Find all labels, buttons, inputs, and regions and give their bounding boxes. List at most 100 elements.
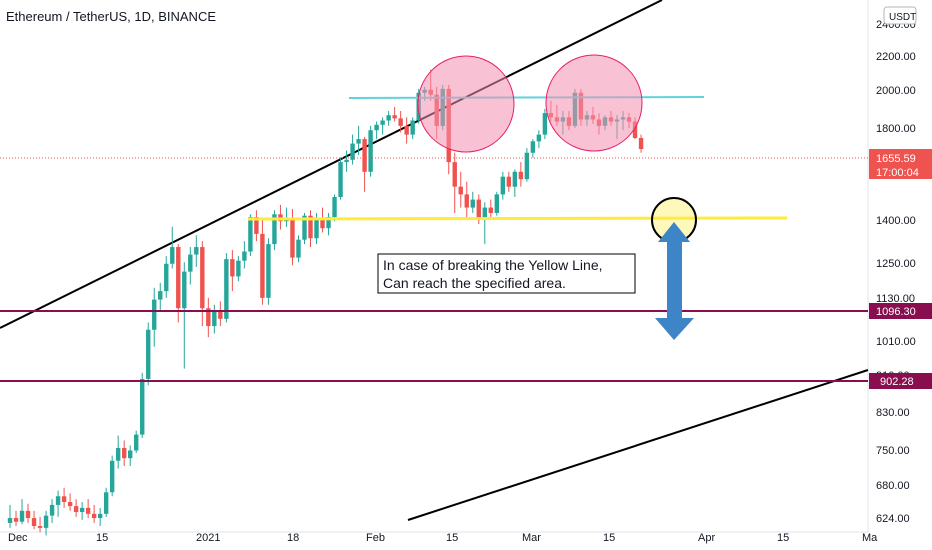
candle-body xyxy=(109,460,115,493)
candle-body xyxy=(164,263,169,292)
y-tick-label: 1800.00 xyxy=(876,123,916,135)
level-label-902: 902.28 xyxy=(880,376,914,388)
candle-body xyxy=(350,143,355,160)
x-tick-label: Apr xyxy=(698,532,715,544)
last-price-countdown: 17:00:04 xyxy=(876,167,919,179)
lower-trend-line xyxy=(407,369,869,521)
y-tick-label: 1250.00 xyxy=(876,258,916,270)
candle-body xyxy=(115,447,121,461)
candle-body xyxy=(49,504,55,516)
candle-body xyxy=(224,259,229,319)
candle-body xyxy=(452,162,457,187)
candle-body xyxy=(7,518,13,523)
candle-body xyxy=(410,120,415,135)
candle-body xyxy=(368,130,373,172)
arrow-head-down xyxy=(655,318,694,340)
annotation-line-2: Can reach the specified area. xyxy=(383,275,566,291)
y-tick-label: 1400.00 xyxy=(876,215,916,227)
candle-body xyxy=(386,115,391,121)
candle-body xyxy=(494,194,500,213)
candle-body xyxy=(542,113,548,135)
currency-button[interactable] xyxy=(883,6,917,25)
top-circle-right xyxy=(545,54,643,152)
candle-body xyxy=(536,134,542,142)
candle-body xyxy=(134,434,139,451)
candle-body xyxy=(146,329,151,379)
candle-body xyxy=(182,271,187,309)
last-price-tag xyxy=(869,149,932,179)
candle-body xyxy=(374,124,379,131)
x-tick-label: Mar xyxy=(522,532,541,544)
upper-trend-line xyxy=(0,0,663,329)
candle-body xyxy=(128,450,133,459)
candle-body xyxy=(13,518,19,522)
candle-body xyxy=(37,526,43,528)
candle-body xyxy=(404,125,409,135)
candle-body xyxy=(206,308,211,327)
candle-body xyxy=(314,218,319,239)
cyan-resistance-line xyxy=(348,96,705,99)
candle-body xyxy=(398,118,403,126)
candle-body xyxy=(170,247,175,264)
annotation-line-1: In case of breaking the Yellow Line, xyxy=(383,257,603,273)
candle-body xyxy=(61,496,67,503)
candle-body xyxy=(55,496,61,505)
x-tick-label: Ma xyxy=(862,532,878,544)
annotation-box xyxy=(377,253,636,294)
candle-body xyxy=(188,254,193,272)
candle-body xyxy=(236,260,241,277)
candle-body xyxy=(332,196,337,218)
candle-body xyxy=(320,218,325,229)
candle-body xyxy=(272,214,277,245)
candle-body xyxy=(302,215,307,240)
candle-body xyxy=(356,139,361,144)
candle-body xyxy=(194,247,199,255)
level-label-1096: 1096.30 xyxy=(876,306,916,318)
candle-body xyxy=(19,510,25,522)
y-tick-label: 624.00 xyxy=(876,513,910,525)
candle-body xyxy=(230,259,235,277)
candle-body xyxy=(266,244,271,298)
yellow-neckline xyxy=(247,216,788,221)
candle-body xyxy=(476,199,481,219)
candle-body xyxy=(97,513,103,519)
candle-body xyxy=(338,162,343,197)
candle-body xyxy=(296,239,301,258)
x-tick-label: 15 xyxy=(446,532,458,544)
x-tick-label: Feb xyxy=(366,532,385,544)
candle-body xyxy=(25,510,31,519)
y-tick-label: 2200.00 xyxy=(876,51,916,63)
chart-title: Ethereum / TetherUS, 1D, BINANCE xyxy=(6,9,217,24)
y-tick-label: 1130.00 xyxy=(876,293,915,305)
candle-body xyxy=(152,299,157,330)
candle-body xyxy=(464,194,469,208)
y-tick-label: 680.00 xyxy=(876,480,910,492)
candle-body xyxy=(344,159,349,163)
x-tick-label: Dec xyxy=(8,532,28,544)
currency-button-label: USDT xyxy=(889,12,916,23)
candle-body xyxy=(530,141,536,153)
candle-body xyxy=(518,171,524,180)
candle-body xyxy=(326,217,331,229)
x-tick-label: 15 xyxy=(96,532,108,544)
last-price-value: 1655.59 xyxy=(876,153,916,165)
candle-body xyxy=(482,207,487,219)
candle-body xyxy=(91,513,97,519)
candle-body xyxy=(290,218,295,258)
candle-body xyxy=(308,215,313,239)
top-circle-left xyxy=(417,55,515,153)
candle-body xyxy=(380,120,385,125)
x-tick-label: 2021 xyxy=(196,532,220,544)
x-tick-label: 18 xyxy=(287,532,299,544)
candle-body xyxy=(212,311,217,327)
target-arrow xyxy=(655,222,694,340)
candle-body xyxy=(176,247,181,309)
y-tick-label: 1010.00 xyxy=(876,336,916,348)
candle-body xyxy=(79,507,85,513)
x-tick-label: 15 xyxy=(603,532,615,544)
candle-body xyxy=(500,176,506,195)
candle-body xyxy=(31,518,37,526)
candle-body xyxy=(73,506,79,513)
